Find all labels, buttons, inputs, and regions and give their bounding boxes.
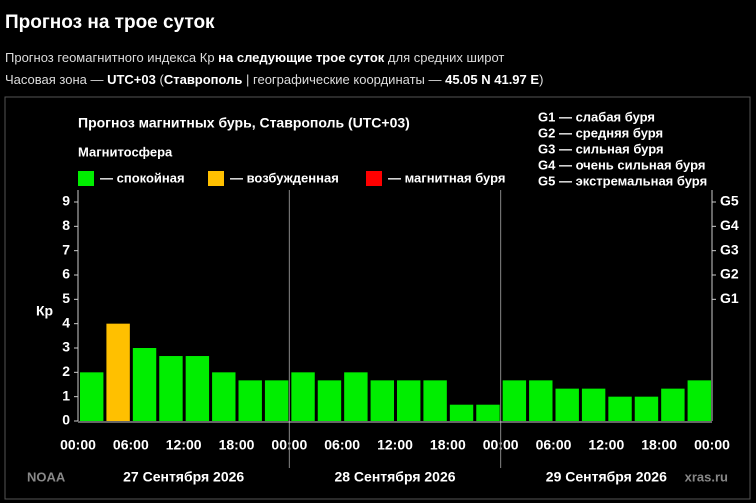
bar: [106, 323, 130, 421]
legend-label: — возбужденная: [230, 170, 339, 185]
y2-tick-label: G5: [720, 193, 739, 209]
bar: [317, 380, 342, 421]
legend-swatch: [366, 171, 382, 186]
bar: [80, 372, 104, 421]
site: xras.ru: [685, 469, 728, 484]
y2-tick-label: G4: [720, 217, 739, 233]
x-tick-label: 00:00: [694, 437, 730, 453]
bar: [581, 388, 606, 421]
bar: [555, 388, 579, 421]
timezone: Часовая зона — UTC+03 (Ставрополь | геог…: [5, 72, 543, 87]
bar: [476, 404, 500, 421]
legend-swatch: [208, 171, 224, 186]
text: UTC+03: [107, 72, 156, 87]
bar: [159, 356, 183, 421]
panel: [4, 96, 751, 500]
x-tick-label: 06:00: [324, 437, 360, 453]
day-label: 29 Сентября 2026: [546, 469, 667, 485]
page-title: Прогноз на трое суток: [5, 12, 215, 33]
bar: [185, 356, 210, 421]
text: | географические координаты —: [242, 72, 446, 87]
day-label: 27 Сентября 2026: [123, 469, 244, 485]
legend-title: Магнитосфера: [78, 144, 173, 159]
y-tick-label: 6: [62, 266, 70, 282]
y2-tick-label: G2: [720, 266, 739, 282]
x-tick-label: 12:00: [377, 437, 413, 453]
x-tick-label: 06:00: [113, 437, 149, 453]
scale-legend: G5 — экстремальная буря: [538, 173, 707, 188]
legend-label: — спокойная: [100, 170, 185, 185]
bar: [608, 396, 632, 421]
bar: [397, 380, 421, 421]
scale-legend: G1 — слабая буря: [538, 109, 655, 124]
chart-title: Прогноз магнитных бурь, Ставрополь (UTC+…: [78, 115, 410, 131]
x-tick-label: 00:00: [60, 437, 96, 453]
text: (: [155, 72, 164, 87]
scale-legend: G2 — средняя буря: [538, 125, 663, 140]
y-tick-label: 3: [62, 339, 70, 355]
x-tick-label: 18:00: [219, 437, 255, 453]
bar: [687, 380, 711, 421]
text: Часовая зона —: [5, 72, 108, 87]
y-tick-label: 4: [62, 314, 70, 330]
y-tick-label: 1: [62, 387, 70, 403]
y-tick-label: 8: [62, 217, 70, 233]
bar: [344, 372, 368, 421]
text: на следующие трое суток: [218, 50, 385, 65]
scale-legend: G3 — сильная буря: [538, 141, 664, 156]
bar: [502, 380, 527, 421]
x-tick-label: 12:00: [588, 437, 624, 453]
bar: [132, 348, 157, 421]
bar: [423, 380, 447, 421]
bar: [264, 380, 289, 421]
source: NOAA: [27, 469, 66, 484]
bar: [449, 404, 474, 421]
y-axis-label: Кр: [36, 303, 53, 319]
text: 45.05 N 41.97 E: [445, 72, 540, 87]
y2-tick-label: G1: [720, 290, 739, 306]
legend-swatch: [78, 171, 94, 186]
bar: [370, 380, 394, 421]
bar: [238, 380, 262, 421]
day-label: 28 Сентября 2026: [334, 469, 455, 485]
bar: [634, 396, 659, 421]
bar: [291, 372, 315, 421]
bar: [212, 372, 236, 421]
y-tick-label: 0: [62, 412, 70, 428]
x-tick-label: 18:00: [430, 437, 466, 453]
text: ): [539, 72, 544, 87]
text: для средних широт: [384, 50, 505, 65]
subtitle: Прогноз геомагнитного индекса Кр на след…: [5, 50, 504, 65]
legend-label: — магнитная буря: [388, 170, 505, 185]
text: Прогноз геомагнитного индекса Кр: [5, 50, 219, 65]
bar: [529, 380, 553, 421]
y-tick-label: 9: [62, 193, 70, 209]
x-tick-label: 06:00: [536, 437, 572, 453]
bar: [661, 388, 685, 421]
y-tick-label: 7: [62, 241, 70, 257]
x-tick-label: 12:00: [166, 437, 202, 453]
x-tick-label: 18:00: [641, 437, 677, 453]
scale-legend: G4 — очень сильная буря: [538, 157, 705, 172]
y2-tick-label: G3: [720, 241, 739, 257]
y-tick-label: 5: [62, 290, 70, 306]
y-tick-label: 2: [62, 363, 70, 379]
text: Ставрополь: [163, 72, 243, 87]
